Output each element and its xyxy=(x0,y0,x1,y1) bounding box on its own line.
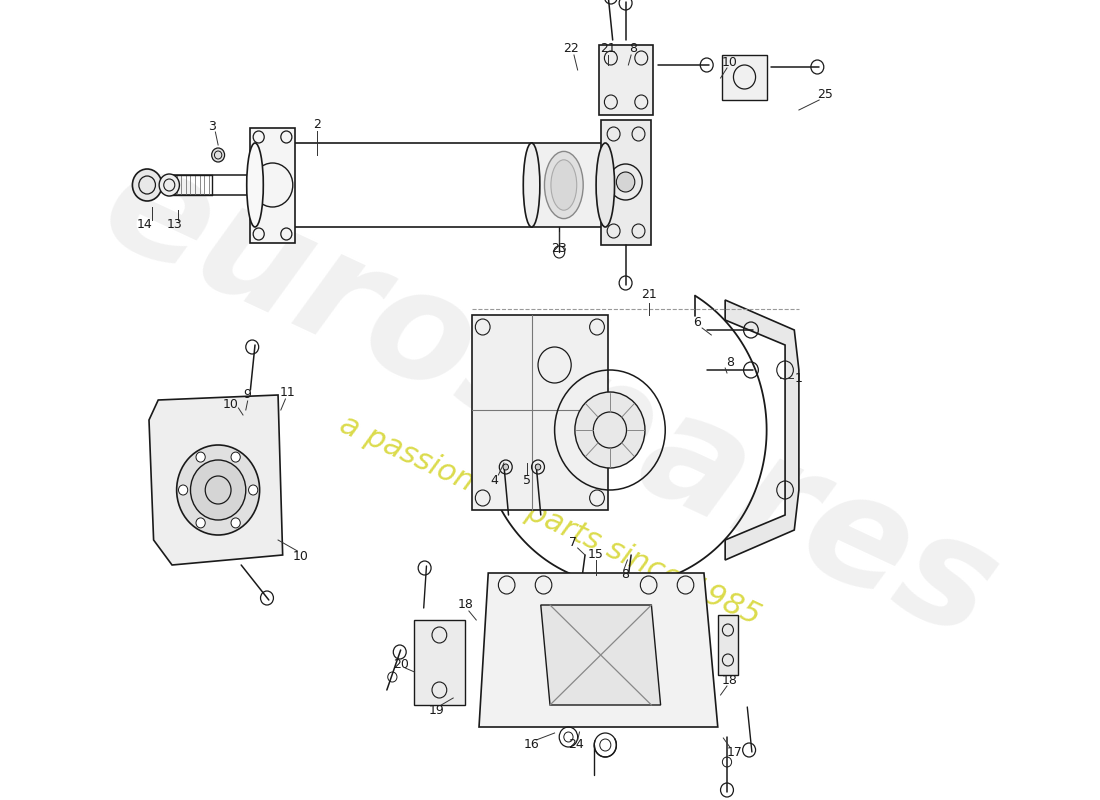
Bar xyxy=(472,315,608,510)
Text: 14: 14 xyxy=(136,218,152,231)
Circle shape xyxy=(190,460,245,520)
Circle shape xyxy=(536,464,541,470)
Circle shape xyxy=(196,518,206,528)
Bar xyxy=(415,620,465,705)
Text: 7: 7 xyxy=(569,535,578,549)
Text: 17: 17 xyxy=(726,746,742,758)
Text: 20: 20 xyxy=(393,658,408,671)
Text: 19: 19 xyxy=(429,703,444,717)
Text: eurospares: eurospares xyxy=(80,128,1020,672)
Polygon shape xyxy=(148,395,283,565)
Ellipse shape xyxy=(246,143,263,227)
Circle shape xyxy=(231,452,240,462)
Text: 21: 21 xyxy=(601,42,616,54)
Circle shape xyxy=(160,174,179,196)
Text: 9: 9 xyxy=(244,389,252,402)
Text: 23: 23 xyxy=(551,242,568,254)
Text: 6: 6 xyxy=(694,317,702,330)
Text: 25: 25 xyxy=(817,89,833,102)
Bar xyxy=(718,615,738,675)
Polygon shape xyxy=(478,573,718,727)
Ellipse shape xyxy=(551,160,576,210)
Text: 22: 22 xyxy=(563,42,579,54)
Circle shape xyxy=(132,169,162,201)
Bar xyxy=(598,45,653,115)
Circle shape xyxy=(177,445,260,535)
Text: 3: 3 xyxy=(208,121,216,134)
Bar xyxy=(601,120,651,245)
Circle shape xyxy=(575,392,645,468)
Text: 10: 10 xyxy=(722,55,738,69)
Text: 18: 18 xyxy=(722,674,738,686)
Text: 8: 8 xyxy=(726,357,734,370)
Circle shape xyxy=(503,464,508,470)
Text: 5: 5 xyxy=(522,474,531,486)
Text: 24: 24 xyxy=(568,738,584,751)
Text: 8: 8 xyxy=(621,569,629,582)
Text: a passion for parts since 1985: a passion for parts since 1985 xyxy=(336,410,764,630)
Text: 4: 4 xyxy=(491,474,498,486)
Circle shape xyxy=(616,172,635,192)
Text: 11: 11 xyxy=(279,386,295,399)
Text: 8: 8 xyxy=(629,42,637,54)
Text: 10: 10 xyxy=(294,550,309,563)
Circle shape xyxy=(249,485,257,495)
Bar xyxy=(251,128,295,243)
Text: 18: 18 xyxy=(458,598,473,611)
Text: 15: 15 xyxy=(588,549,604,562)
Ellipse shape xyxy=(524,143,540,227)
Polygon shape xyxy=(725,300,799,560)
Ellipse shape xyxy=(544,151,583,218)
Bar xyxy=(531,143,605,227)
Circle shape xyxy=(231,518,240,528)
Text: 16: 16 xyxy=(524,738,539,751)
Text: 13: 13 xyxy=(167,218,183,231)
Circle shape xyxy=(196,452,206,462)
Ellipse shape xyxy=(596,143,615,227)
Circle shape xyxy=(211,148,224,162)
Text: 1: 1 xyxy=(795,371,803,385)
Text: 21: 21 xyxy=(641,289,657,302)
Circle shape xyxy=(178,485,188,495)
Text: 2: 2 xyxy=(312,118,321,131)
Bar xyxy=(723,55,767,100)
Text: 10: 10 xyxy=(223,398,239,411)
Polygon shape xyxy=(541,605,661,705)
